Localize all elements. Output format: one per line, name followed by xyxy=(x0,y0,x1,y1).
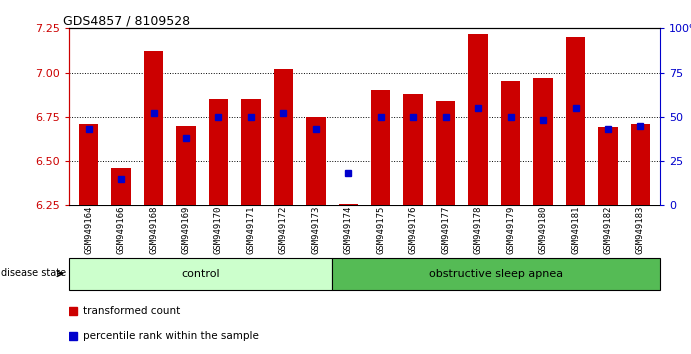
Text: GSM949176: GSM949176 xyxy=(408,205,417,254)
Bar xyxy=(69,258,332,290)
Bar xyxy=(566,37,585,205)
Text: GSM949179: GSM949179 xyxy=(506,205,515,254)
Text: GSM949166: GSM949166 xyxy=(117,205,126,254)
Text: GSM949164: GSM949164 xyxy=(84,205,93,254)
Bar xyxy=(306,117,325,205)
Bar xyxy=(332,258,660,290)
Text: GSM949181: GSM949181 xyxy=(571,205,580,254)
Text: GSM949168: GSM949168 xyxy=(149,205,158,254)
Text: GSM949173: GSM949173 xyxy=(312,205,321,254)
Bar xyxy=(404,94,423,205)
Bar xyxy=(436,101,455,205)
Text: GSM949180: GSM949180 xyxy=(538,205,547,254)
Text: GSM949174: GSM949174 xyxy=(343,205,353,254)
Bar xyxy=(533,78,553,205)
Bar xyxy=(111,168,131,205)
Text: transformed count: transformed count xyxy=(83,306,180,316)
Bar xyxy=(371,90,390,205)
Bar xyxy=(241,99,261,205)
Text: disease state: disease state xyxy=(1,268,66,278)
Text: GSM949175: GSM949175 xyxy=(376,205,386,254)
Bar xyxy=(501,81,520,205)
Bar xyxy=(144,51,163,205)
Bar xyxy=(598,127,618,205)
Text: GSM949177: GSM949177 xyxy=(441,205,450,254)
Text: GSM949183: GSM949183 xyxy=(636,205,645,254)
Text: percentile rank within the sample: percentile rank within the sample xyxy=(83,331,259,341)
Bar xyxy=(79,124,98,205)
Bar xyxy=(209,99,228,205)
Text: GSM949172: GSM949172 xyxy=(279,205,288,254)
Text: control: control xyxy=(181,269,220,279)
Text: GSM949170: GSM949170 xyxy=(214,205,223,254)
Text: GDS4857 / 8109528: GDS4857 / 8109528 xyxy=(63,14,190,27)
Bar xyxy=(274,69,293,205)
Text: obstructive sleep apnea: obstructive sleep apnea xyxy=(428,269,563,279)
Bar xyxy=(176,126,196,205)
Text: GSM949182: GSM949182 xyxy=(603,205,612,254)
Bar xyxy=(468,34,488,205)
Bar xyxy=(631,124,650,205)
Text: GSM949171: GSM949171 xyxy=(247,205,256,254)
Bar xyxy=(339,204,358,205)
Text: GSM949169: GSM949169 xyxy=(182,205,191,254)
Text: GSM949178: GSM949178 xyxy=(473,205,482,254)
